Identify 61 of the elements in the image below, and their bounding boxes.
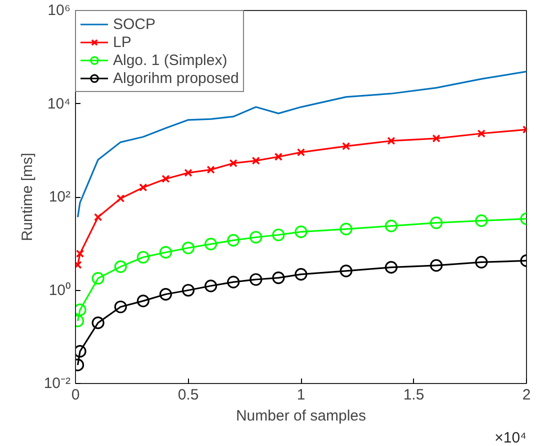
point (340, 264, 352, 278)
point (92, 272, 104, 285)
point (475, 214, 488, 228)
y-tick-label: 10⁻² (44, 375, 71, 392)
point (430, 216, 443, 230)
legend-label: Algorihm proposed (113, 69, 239, 87)
point (76, 250, 84, 258)
point (159, 288, 172, 301)
point (384, 220, 398, 232)
point (274, 152, 283, 161)
point (342, 142, 350, 150)
point (227, 234, 240, 247)
x-axis-title: Number of samples (236, 408, 366, 424)
point (229, 159, 238, 168)
point (477, 129, 486, 138)
x-tick-label: 2 (522, 386, 531, 404)
y-tick-label: 10² (48, 188, 71, 206)
point (204, 280, 218, 292)
point (206, 166, 215, 174)
point (136, 250, 150, 264)
point (204, 238, 218, 250)
legend-label: LP (113, 33, 132, 51)
y-axis-title: Runtime [ms] (18, 152, 36, 242)
point (114, 260, 127, 273)
point (114, 300, 127, 314)
point (387, 136, 396, 145)
point (250, 230, 262, 244)
point (250, 273, 262, 286)
point (94, 213, 102, 222)
y-tick-label: 10⁰ (48, 282, 71, 299)
point (252, 156, 260, 165)
point (475, 256, 488, 268)
point (432, 134, 440, 143)
legend-label: SOCP (113, 15, 156, 33)
x-tick-label: 1.5 (403, 386, 424, 404)
point (182, 242, 195, 254)
point (430, 259, 443, 272)
point (136, 294, 150, 308)
legend-label: Algo. 1 (Simplex) (113, 51, 228, 69)
x-tick-label: 0.5 (178, 386, 199, 404)
point (294, 268, 308, 281)
line-series (76, 70, 526, 218)
point (116, 194, 125, 203)
point (162, 174, 170, 183)
point (92, 316, 104, 330)
point (384, 261, 398, 274)
point (340, 222, 352, 236)
point (272, 228, 285, 242)
y-tick-label: 10⁴ (47, 95, 71, 112)
x-tick-label: 1 (296, 386, 306, 404)
point (294, 226, 308, 238)
y-tick-label: 10⁶ (48, 2, 70, 19)
point (272, 272, 285, 284)
point (159, 246, 172, 259)
point (296, 148, 306, 156)
point (139, 183, 148, 192)
point (227, 276, 240, 288)
x-tick-label: 0 (71, 386, 80, 404)
point (182, 284, 195, 297)
text: ×10⁴ (494, 430, 526, 446)
point (184, 168, 192, 177)
